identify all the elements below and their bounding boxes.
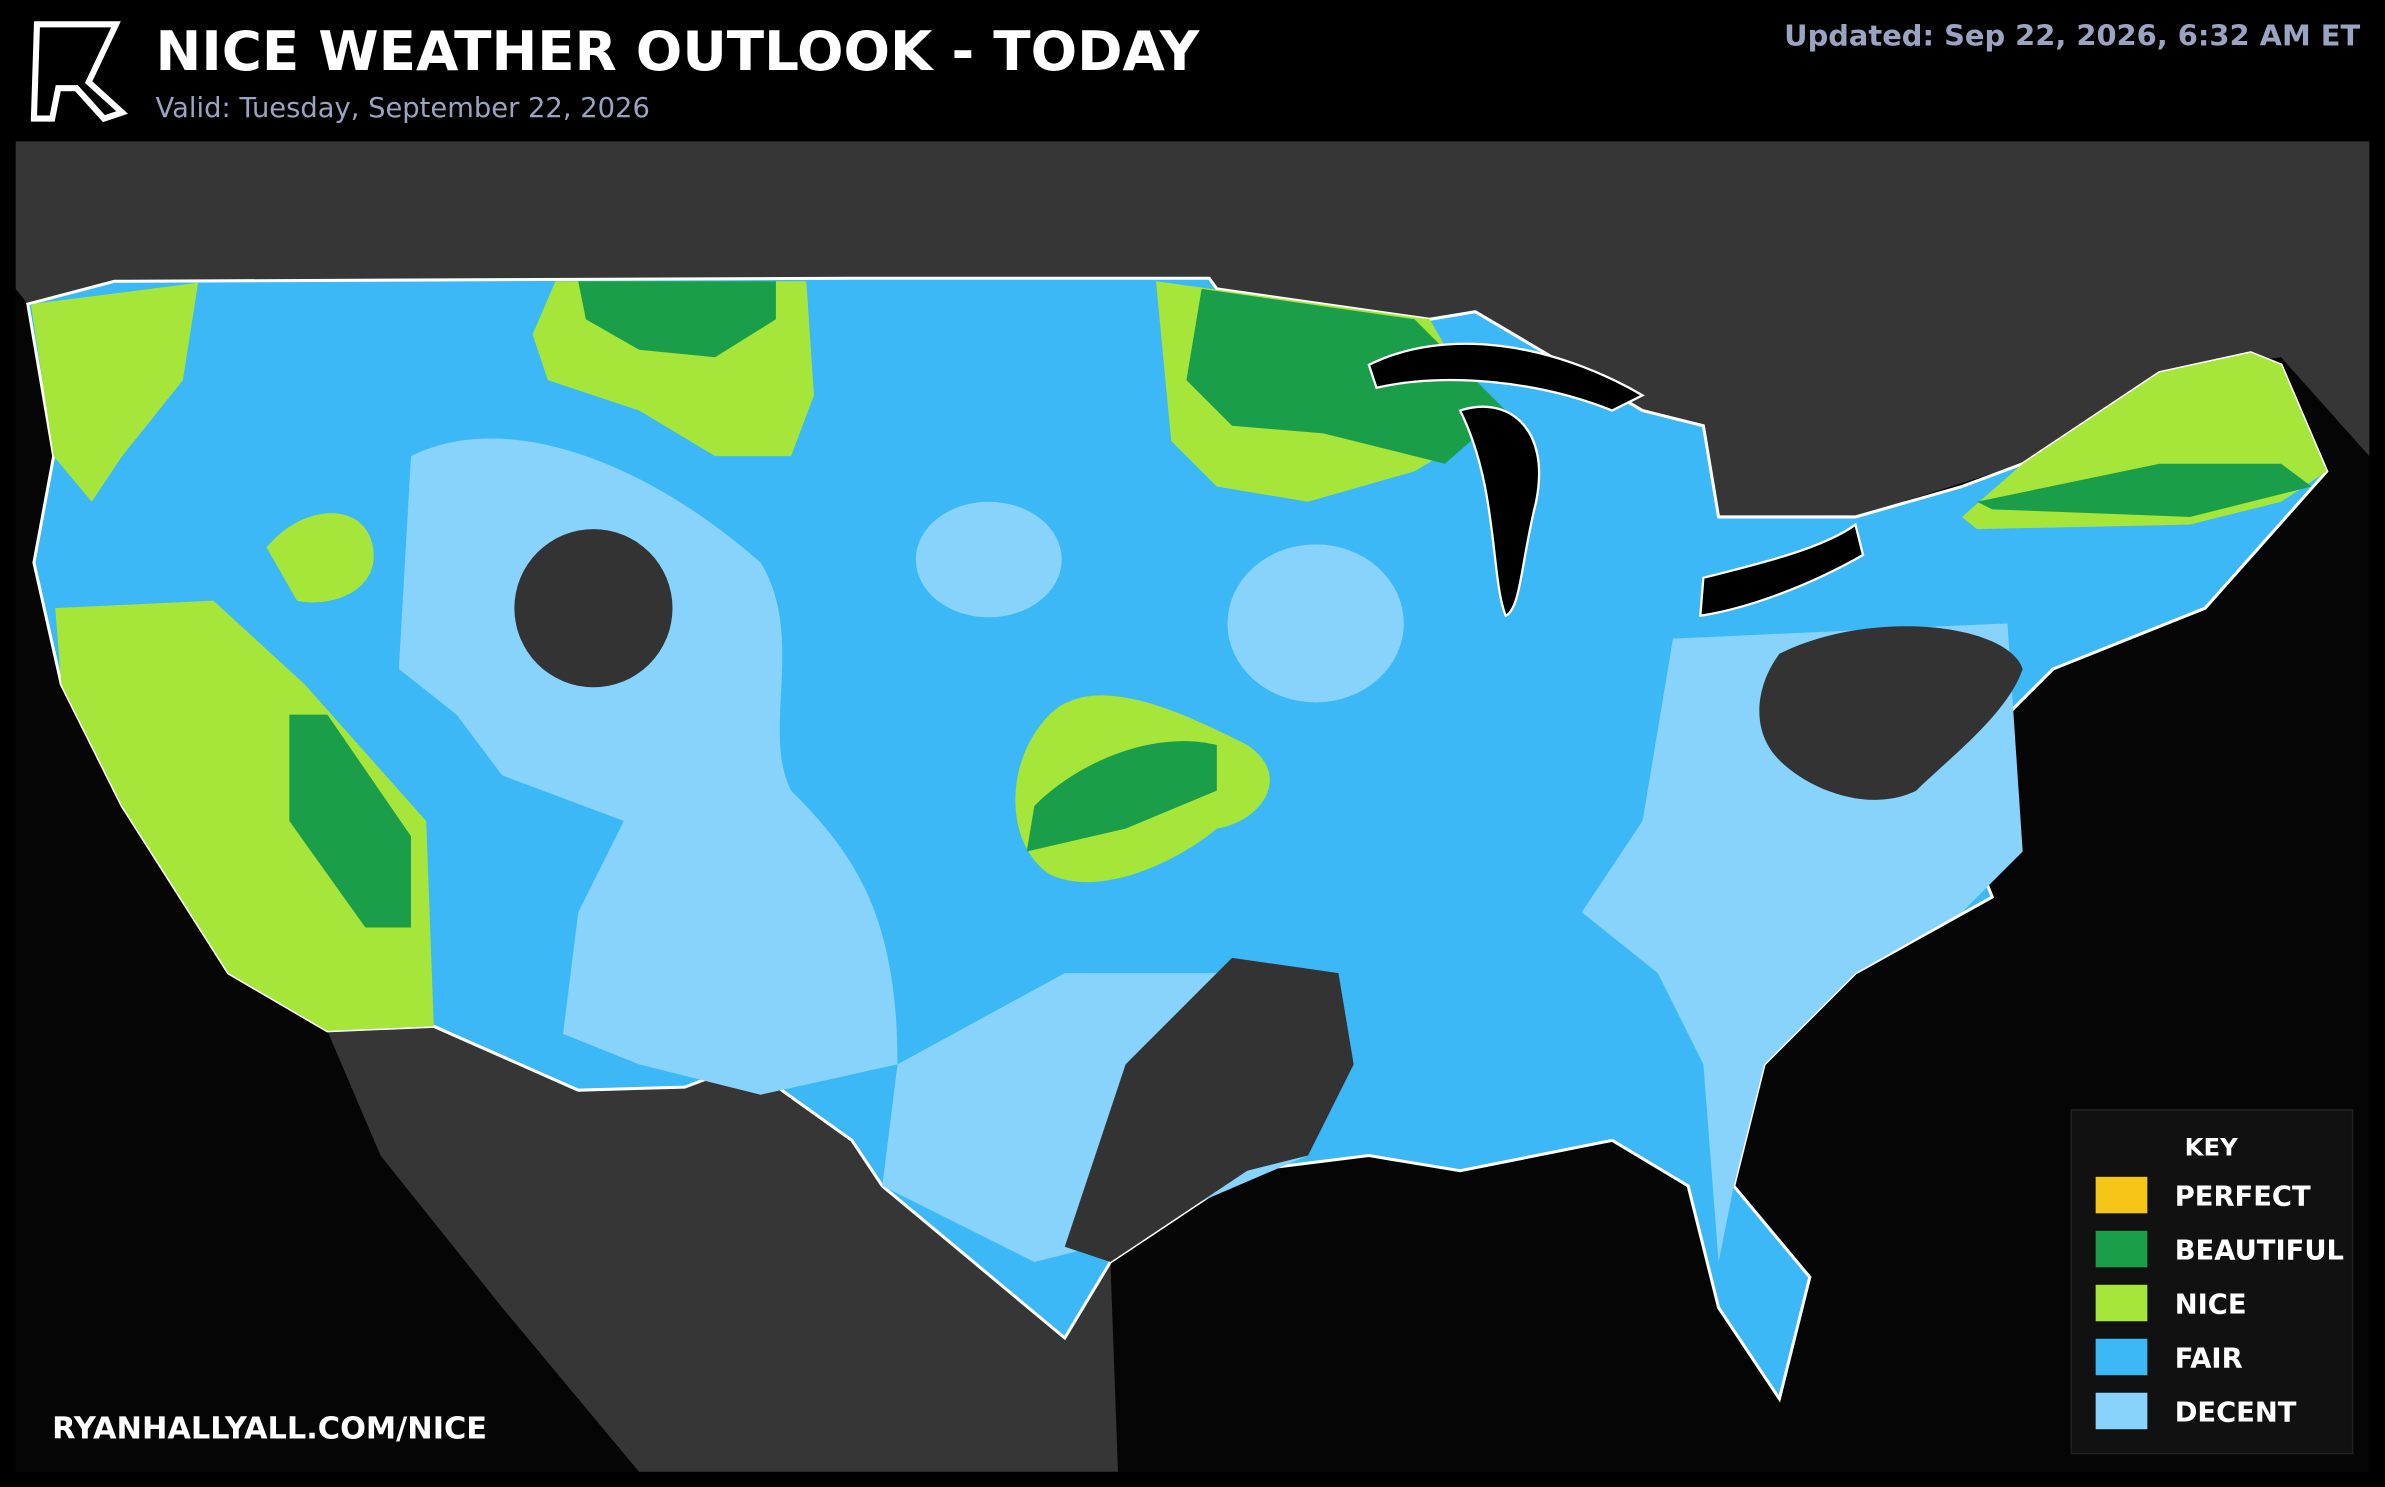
map <box>15 141 2370 1472</box>
legend-swatch <box>2095 1338 2148 1376</box>
legend-label: NICE <box>2175 1290 2247 1321</box>
footer-url: RYANHALLYALL.COM/NICE <box>52 1411 487 1446</box>
legend-label: DECENT <box>2175 1398 2297 1429</box>
legend-swatch <box>2095 1392 2148 1430</box>
legend-label: FAIR <box>2175 1344 2243 1375</box>
legend-title: KEY <box>2185 1133 2238 1162</box>
updated: Updated: Sep 22, 2026, 6:32 AM ET <box>1784 19 2360 53</box>
legend-items: PERFECT BEAUTIFUL NICE FAIR DECENT <box>2095 1176 2344 1430</box>
title: NICE WEATHER OUTLOOK - TODAY <box>156 19 1201 83</box>
subtitle: Valid: Tuesday, September 22, 2026 <box>156 93 650 124</box>
legend-label: PERFECT <box>2175 1182 2311 1213</box>
logo <box>30 21 128 123</box>
legend-swatch <box>2095 1284 2148 1322</box>
legend: KEY PERFECT BEAUTIFUL NICE FAIR DECENT <box>2070 1109 2354 1455</box>
legend-swatch <box>2095 1176 2148 1214</box>
legend-swatch <box>2095 1230 2148 1268</box>
legend-label: BEAUTIFUL <box>2175 1236 2344 1267</box>
